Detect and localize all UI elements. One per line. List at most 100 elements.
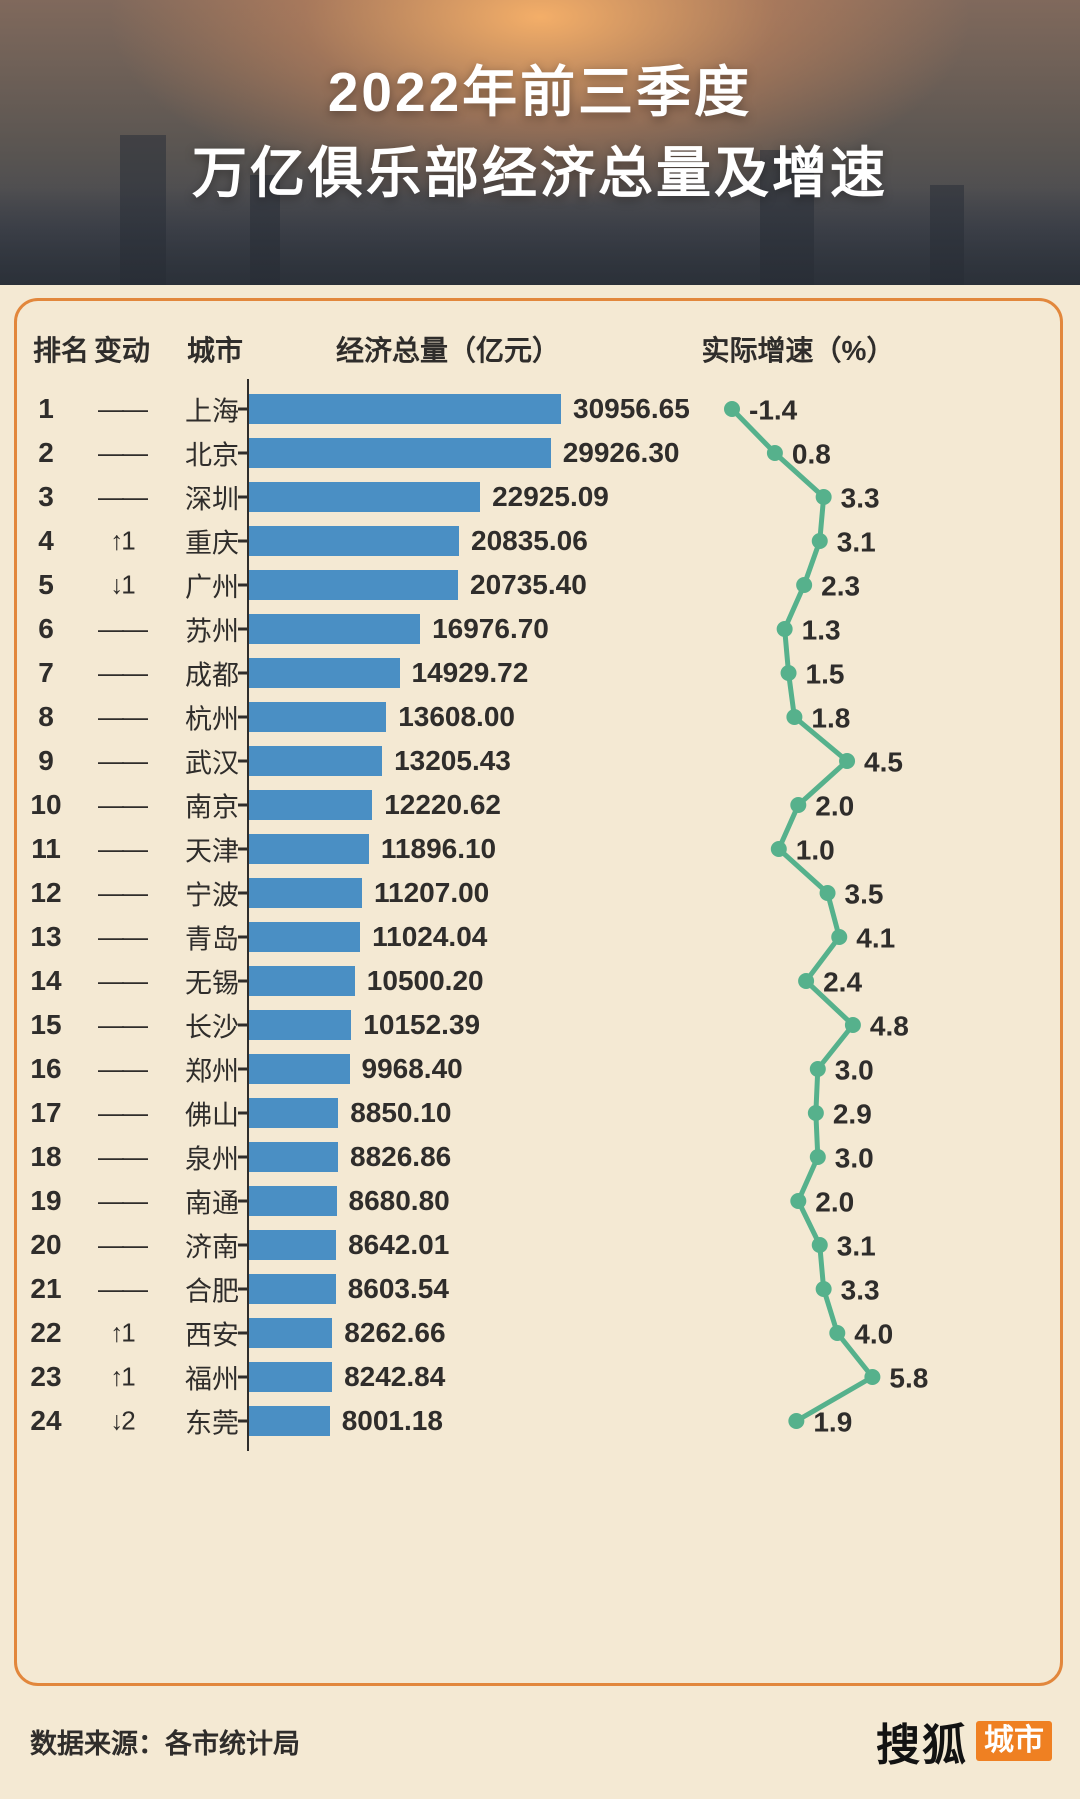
table-row: 8 —— 杭州 13608.00 xyxy=(17,695,1060,739)
rank-change: —— xyxy=(98,745,148,776)
rank-change: —— xyxy=(98,1009,148,1040)
city-label: 福州 xyxy=(185,1364,239,1395)
growth-value: 3.0 xyxy=(835,1055,874,1086)
rank-change: —— xyxy=(98,1053,148,1084)
rank-value: 23 xyxy=(30,1361,62,1392)
gdp-value: 8001.18 xyxy=(341,1405,443,1436)
gdp-value: 8680.80 xyxy=(348,1185,450,1216)
gdp-value: 12220.62 xyxy=(384,789,501,820)
table-row: 12 —— 宁波 11207.00 xyxy=(17,871,1060,915)
growth-point xyxy=(815,489,832,505)
city-label: 东莞 xyxy=(185,1408,239,1439)
rank-change: —— xyxy=(98,393,148,424)
growth-value: 0.8 xyxy=(792,439,831,470)
growth-point xyxy=(831,929,848,945)
rank-value: 20 xyxy=(30,1229,62,1260)
growth-value: 5.8 xyxy=(889,1363,928,1394)
rank-change: —— xyxy=(98,965,148,996)
city-label: 成都 xyxy=(185,660,239,691)
rank-change: —— xyxy=(98,1097,148,1128)
gdp-bar xyxy=(249,790,373,820)
axis-tick xyxy=(238,451,248,455)
axis-tick xyxy=(238,583,248,587)
city-label: 宁波 xyxy=(185,880,239,911)
rank-value: 8 xyxy=(38,701,54,732)
city-label: 杭州 xyxy=(185,704,239,735)
growth-point xyxy=(864,1369,881,1385)
gdp-value: 10500.20 xyxy=(366,965,484,996)
gdp-value: 8850.10 xyxy=(350,1097,452,1128)
gdp-bar xyxy=(249,966,355,996)
rank-change: ↑1 xyxy=(110,1361,135,1392)
gdp-bar xyxy=(249,746,383,776)
gdp-value: 11896.10 xyxy=(380,833,497,864)
gdp-bar xyxy=(249,1318,333,1348)
gdp-bar xyxy=(249,702,387,732)
city-label: 佛山 xyxy=(185,1100,239,1131)
axis-tick xyxy=(238,935,248,939)
page-title-line1: 2022年前三季度 xyxy=(327,61,753,123)
city-label: 郑州 xyxy=(185,1056,239,1087)
city-label: 苏州 xyxy=(185,616,239,647)
axis-tick xyxy=(238,1331,248,1335)
city-label: 深圳 xyxy=(185,484,239,515)
gdp-value: 11024.04 xyxy=(372,921,488,952)
city-label: 南京 xyxy=(185,792,239,823)
bar-axis xyxy=(247,379,249,1451)
gdp-bar xyxy=(249,570,458,600)
column-header-rank: 排名 xyxy=(32,335,89,366)
axis-tick xyxy=(238,1375,248,1379)
growth-point xyxy=(809,1149,826,1165)
chart-rows: -1.4 0.8 3.3 3.1 2.3 1.3 1.5 1.8 4.5 2.0 1.0 3.5 4.1… xyxy=(17,379,1060,1451)
rank-value: 16 xyxy=(30,1053,62,1084)
growth-point xyxy=(786,709,803,725)
table-row: 23 ↑1 福州 8242.84 xyxy=(17,1355,1060,1399)
city-label: 合肥 xyxy=(185,1276,239,1307)
gdp-value: 10152.39 xyxy=(363,1009,481,1040)
gdp-bar xyxy=(249,834,369,864)
rank-change: —— xyxy=(98,1141,148,1172)
rank-value: 10 xyxy=(30,789,62,820)
growth-point xyxy=(798,973,815,989)
growth-line-chart: -1.4 0.8 3.3 3.1 2.3 1.3 1.5 1.8 4.5 2.0 1.0 3.5 4.1… xyxy=(724,395,928,1438)
growth-point xyxy=(776,621,793,637)
axis-tick xyxy=(238,407,248,411)
gdp-bar xyxy=(249,1230,337,1260)
gdp-bar xyxy=(249,878,362,908)
rank-change: —— xyxy=(98,1229,148,1260)
rank-value: 18 xyxy=(30,1141,62,1172)
table-row: 18 —— 泉州 8826.86 xyxy=(17,1135,1060,1179)
column-header-city: 城市 xyxy=(186,335,243,366)
gdp-bar xyxy=(249,1362,333,1392)
gdp-bar xyxy=(249,922,361,952)
gdp-bar xyxy=(249,1098,339,1128)
growth-value: 4.0 xyxy=(854,1319,893,1350)
rank-change: —— xyxy=(98,437,148,468)
gdp-bar xyxy=(249,1406,330,1436)
rank-value: 9 xyxy=(38,745,54,776)
city-label: 无锡 xyxy=(185,968,239,999)
growth-point xyxy=(839,753,856,769)
table-row: 14 —— 无锡 10500.20 xyxy=(17,959,1060,1003)
city-label: 天津 xyxy=(185,836,239,867)
city-label: 北京 xyxy=(185,440,239,471)
growth-point xyxy=(819,885,836,901)
header-image: 2022年前三季度 万亿俱乐部经济总量及增速 xyxy=(0,0,1080,285)
gdp-value: 16976.70 xyxy=(432,613,549,644)
growth-value: 3.1 xyxy=(837,527,876,558)
table-row: 21 —— 合肥 8603.54 xyxy=(17,1267,1060,1311)
growth-point xyxy=(790,1193,807,1209)
rank-change: —— xyxy=(98,877,148,908)
gdp-value: 30956.65 xyxy=(573,393,690,424)
gdp-bar xyxy=(249,614,421,644)
axis-tick xyxy=(238,671,248,675)
gdp-bar xyxy=(249,1186,337,1216)
growth-value: 3.1 xyxy=(837,1231,876,1262)
gdp-value: 13608.00 xyxy=(398,701,515,732)
growth-value: 2.3 xyxy=(821,571,860,602)
city-label: 青岛 xyxy=(185,924,239,955)
growth-value: 1.0 xyxy=(796,835,835,866)
rank-value: 12 xyxy=(30,877,62,908)
rank-value: 1 xyxy=(38,393,54,424)
city-label: 济南 xyxy=(185,1232,239,1263)
